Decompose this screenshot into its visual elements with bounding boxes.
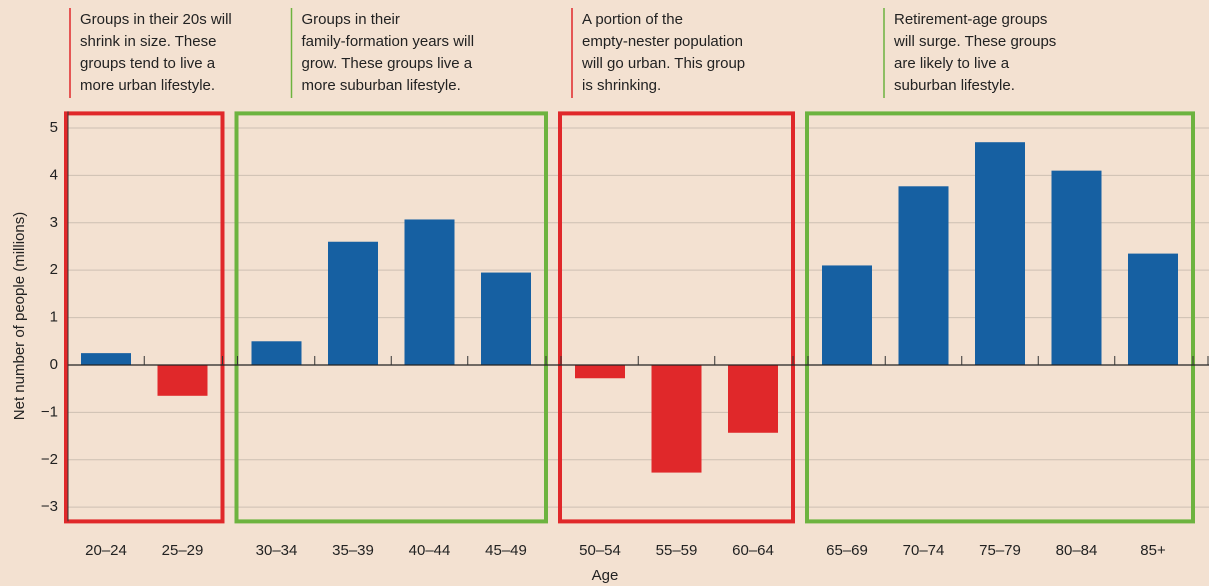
x-tick-label: 40–44 bbox=[409, 542, 451, 559]
x-tick-label: 85+ bbox=[1140, 542, 1166, 559]
x-axis-label: Age bbox=[592, 567, 619, 584]
x-tick-label: 25–29 bbox=[162, 542, 204, 559]
y-tick-label: 2 bbox=[50, 261, 58, 278]
x-tick-label: 20–24 bbox=[85, 542, 127, 559]
x-tick-label: 60–64 bbox=[732, 542, 774, 559]
bar bbox=[251, 341, 302, 365]
y-tick-label: 4 bbox=[50, 166, 58, 183]
y-tick-label: −2 bbox=[41, 451, 58, 468]
x-tick-label: 30–34 bbox=[256, 542, 298, 559]
annotation-text: family-formation years will bbox=[302, 33, 475, 50]
x-tick-label: 75–79 bbox=[979, 542, 1021, 559]
annotation-text: more suburban lifestyle. bbox=[302, 77, 461, 94]
annotation-text: Groups in their 20s will bbox=[80, 11, 232, 28]
annotation-text: Groups in their bbox=[302, 11, 400, 28]
annotation-text: Retirement-age groups bbox=[894, 11, 1047, 28]
bar bbox=[575, 364, 625, 379]
annotation-text: shrink in size. These bbox=[80, 33, 216, 50]
group-box bbox=[558, 111, 795, 524]
x-tick-label: 65–69 bbox=[826, 542, 868, 559]
bar bbox=[81, 353, 131, 365]
annotation-text: groups tend to live a bbox=[80, 55, 216, 72]
annotation-text: suburban lifestyle. bbox=[894, 77, 1015, 94]
bar bbox=[822, 265, 872, 365]
bar bbox=[728, 364, 778, 433]
group-box bbox=[234, 111, 548, 524]
annotation-text: empty-nester population bbox=[582, 33, 743, 50]
annotation-text: will surge. These groups bbox=[893, 33, 1056, 50]
bar bbox=[157, 364, 208, 396]
x-tick-label: 45–49 bbox=[485, 542, 527, 559]
x-tick-label: 80–84 bbox=[1056, 542, 1098, 559]
group-box bbox=[64, 111, 225, 524]
annotation-text: are likely to live a bbox=[894, 55, 1010, 72]
annotation-text: grow. These groups live a bbox=[302, 55, 473, 72]
group-box bbox=[805, 111, 1195, 524]
bar bbox=[1128, 253, 1178, 365]
bar bbox=[651, 364, 702, 473]
annotation-text: A portion of the bbox=[582, 11, 683, 28]
y-tick-label: 1 bbox=[50, 309, 58, 326]
y-tick-label: 0 bbox=[50, 356, 58, 373]
x-tick-label: 70–74 bbox=[903, 542, 945, 559]
y-tick-label: 3 bbox=[50, 214, 58, 231]
bar bbox=[404, 219, 455, 365]
annotation-text: more urban lifestyle. bbox=[80, 77, 215, 94]
x-tick-label: 35–39 bbox=[332, 542, 374, 559]
annotation-text: is shrinking. bbox=[582, 77, 661, 94]
y-axis-label: Net number of people (millions) bbox=[11, 212, 28, 420]
bar bbox=[975, 142, 1025, 365]
bar bbox=[481, 272, 531, 365]
annotation-text: will go urban. This group bbox=[581, 55, 745, 72]
y-tick-label: −3 bbox=[41, 498, 58, 515]
bar bbox=[328, 241, 378, 365]
y-tick-label: 5 bbox=[50, 119, 58, 136]
y-tick-label: −1 bbox=[41, 403, 58, 420]
bar bbox=[898, 186, 949, 365]
x-tick-label: 55–59 bbox=[656, 542, 698, 559]
bar bbox=[1051, 170, 1102, 365]
x-tick-label: 50–54 bbox=[579, 542, 621, 559]
